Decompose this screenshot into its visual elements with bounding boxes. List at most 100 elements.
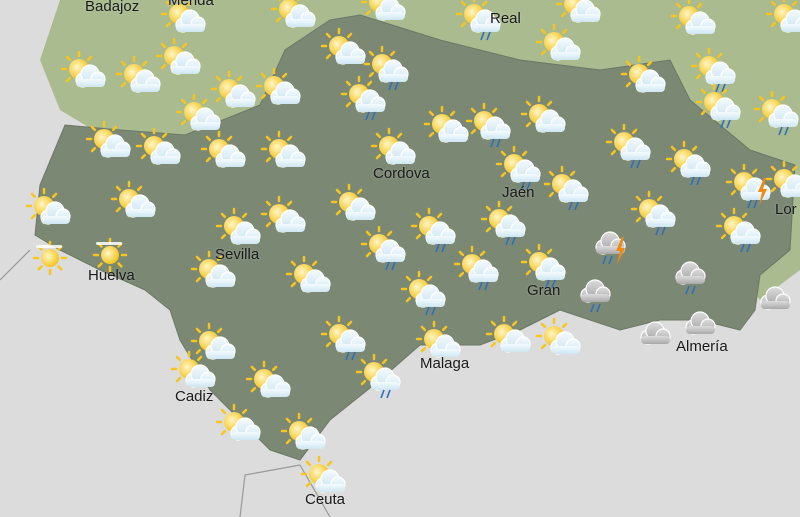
- partly-cloudy-icon[interactable]: [190, 322, 236, 360]
- partly-cloudy-icon[interactable]: [155, 37, 201, 75]
- city-label: Lor: [775, 201, 797, 218]
- cloud-shape: [550, 37, 581, 61]
- cloud-shape: [685, 11, 716, 35]
- cloud-shape: [75, 64, 106, 88]
- partly-cloudy-icon[interactable]: [485, 315, 531, 353]
- cloud-shape: [375, 239, 406, 263]
- partly-cloudy-icon[interactable]: [85, 120, 131, 158]
- partly-cloudy-icon[interactable]: [245, 360, 291, 398]
- city-label: Merida: [168, 0, 214, 9]
- cloud-shape: [335, 41, 366, 65]
- partly-cloudy-icon[interactable]: [115, 55, 161, 93]
- cloudy-rain-icon[interactable]: [580, 279, 611, 313]
- cloudy-rain-icon[interactable]: [675, 261, 706, 295]
- cloud-shape: [355, 89, 386, 113]
- partly-cloudy-icon[interactable]: [170, 350, 216, 388]
- cloud-shape: [295, 426, 326, 450]
- cloud-shape: [470, 9, 501, 33]
- partly-cloudy-icon[interactable]: [160, 0, 206, 33]
- partly-cloudy-icon[interactable]: [255, 67, 301, 105]
- partly-cloudy-icon[interactable]: [200, 130, 246, 168]
- cloud-shape: [685, 311, 716, 335]
- partly-cloudy-icon[interactable]: [535, 317, 581, 355]
- partly-cloudy-rain-icon[interactable]: [665, 140, 711, 186]
- partly-cloudy-icon[interactable]: [190, 250, 236, 288]
- partly-cloudy-rain-icon[interactable]: [495, 145, 541, 191]
- partly-cloudy-icon[interactable]: [135, 127, 181, 165]
- cloud-shape: [225, 84, 256, 108]
- cloud-shape: [620, 137, 651, 161]
- partly-cloudy-icon[interactable]: [280, 412, 326, 450]
- cloud-shape: [580, 279, 611, 303]
- cloud-shape: [300, 269, 331, 293]
- partly-cloudy-icon[interactable]: [25, 187, 71, 225]
- partly-cloudy-icon[interactable]: [765, 0, 800, 33]
- partly-cloudy-icon[interactable]: [210, 70, 256, 108]
- partly-cloudy-icon[interactable]: [370, 127, 416, 165]
- partly-cloudy-icon[interactable]: [260, 130, 306, 168]
- cloud-shape: [550, 331, 581, 355]
- partly-cloudy-icon[interactable]: [670, 0, 716, 35]
- partly-cloudy-rain-icon[interactable]: [630, 190, 676, 236]
- partly-cloudy-rain-icon[interactable]: [543, 165, 589, 211]
- cloud-shape: [335, 329, 366, 353]
- partly-cloudy-rain-icon[interactable]: [340, 75, 386, 121]
- partly-cloudy-rain-icon[interactable]: [753, 90, 799, 136]
- partly-cloudy-rain-icon[interactable]: [715, 207, 761, 253]
- partly-cloudy-rain-icon[interactable]: [520, 243, 566, 289]
- cloud-shape: [425, 221, 456, 245]
- cloud-shape: [370, 367, 401, 391]
- partly-cloudy-icon[interactable]: [285, 255, 331, 293]
- partly-cloudy-rain-icon[interactable]: [605, 123, 651, 169]
- partly-cloudy-icon[interactable]: [620, 55, 666, 93]
- partly-cloudy-rain-icon[interactable]: [465, 102, 511, 148]
- cloud-shape: [645, 204, 676, 228]
- partly-cloudy-icon[interactable]: [520, 95, 566, 133]
- cloud-shape: [570, 0, 601, 23]
- partly-cloudy-rain-icon[interactable]: [480, 200, 526, 246]
- partly-cloudy-icon[interactable]: [60, 50, 106, 88]
- sunny-haze-icon[interactable]: [92, 237, 128, 273]
- partly-cloudy-rain-icon[interactable]: [695, 83, 741, 129]
- partly-cloudy-icon[interactable]: [320, 27, 366, 65]
- partly-cloudy-icon[interactable]: [260, 195, 306, 233]
- partly-cloudy-rain-icon[interactable]: [690, 47, 736, 93]
- city-label: Badajoz: [85, 0, 140, 15]
- partly-cloudy-icon[interactable]: [175, 93, 221, 131]
- partly-cloudy-rain-icon[interactable]: [363, 45, 409, 91]
- cloud-shape: [675, 261, 706, 285]
- sunny-haze-icon[interactable]: [32, 240, 68, 276]
- partly-cloudy-icon[interactable]: [415, 320, 461, 358]
- cloud-shape: [535, 109, 566, 133]
- partly-cloudy-icon[interactable]: [360, 0, 406, 21]
- partly-cloudy-icon[interactable]: [535, 23, 581, 61]
- partly-cloudy-rain-icon[interactable]: [320, 315, 366, 361]
- storm-icon[interactable]: [595, 231, 626, 265]
- partly-cloudy-rain-icon[interactable]: [455, 0, 501, 41]
- partly-cloudy-icon[interactable]: [215, 403, 261, 441]
- city-label: Almería: [676, 338, 728, 355]
- partly-cloudy-icon[interactable]: [270, 0, 316, 28]
- cloud-shape: [205, 336, 236, 360]
- partly-cloudy-icon[interactable]: [555, 0, 601, 23]
- cloud-shape: [315, 469, 346, 493]
- cloud-shape: [40, 201, 71, 225]
- cloudy-icon[interactable]: [760, 286, 791, 310]
- partly-cloudy-icon[interactable]: [765, 160, 800, 198]
- partly-cloudy-icon[interactable]: [300, 455, 346, 493]
- partly-cloudy-icon[interactable]: [215, 207, 261, 245]
- partly-cloudy-rain-icon[interactable]: [410, 207, 456, 253]
- partly-cloudy-rain-icon[interactable]: [360, 225, 406, 271]
- partly-cloudy-storm-icon[interactable]: [725, 163, 771, 209]
- partly-cloudy-icon[interactable]: [330, 183, 376, 221]
- city-label: Malaga: [420, 355, 470, 372]
- cloud-shape: [125, 194, 156, 218]
- partly-cloudy-rain-icon[interactable]: [355, 353, 401, 399]
- cloudy-icon[interactable]: [640, 321, 671, 345]
- partly-cloudy-rain-icon[interactable]: [453, 245, 499, 291]
- partly-cloudy-icon[interactable]: [110, 180, 156, 218]
- cloudy-icon[interactable]: [685, 311, 716, 335]
- partly-cloudy-icon[interactable]: [423, 105, 469, 143]
- partly-cloudy-rain-icon[interactable]: [400, 270, 446, 316]
